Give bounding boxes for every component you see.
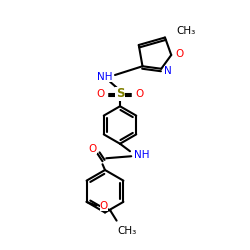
Text: CH₃: CH₃ (118, 226, 137, 235)
Text: O: O (135, 89, 143, 99)
Text: O: O (88, 144, 96, 154)
Text: O: O (176, 49, 184, 59)
Text: N: N (164, 66, 172, 76)
Text: NH: NH (134, 150, 149, 160)
Text: CH₃: CH₃ (176, 26, 196, 36)
Text: NH: NH (97, 72, 113, 83)
Text: S: S (116, 87, 124, 100)
Text: O: O (97, 89, 105, 99)
Text: O: O (100, 200, 108, 210)
